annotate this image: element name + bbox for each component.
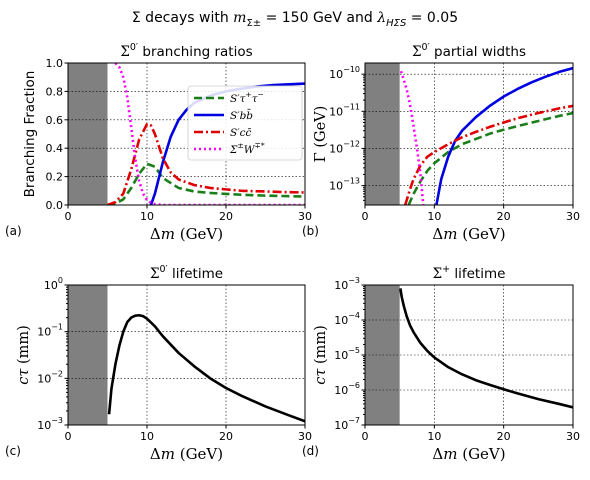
y-tick-label: 10−5 (334, 346, 360, 362)
x-tick-label: 30 (298, 210, 312, 223)
x-axis-label: Δm (GeV) (432, 225, 505, 243)
panel-title: Σ0′ partial widths (412, 42, 526, 60)
series-line-3 (403, 104, 573, 205)
y-tick-label: 100 (44, 276, 63, 292)
x-axis-label: Δm (GeV) (150, 225, 223, 243)
y-tick-label: 10−7 (334, 416, 360, 432)
x-tick-label: 10 (140, 210, 154, 223)
panel-label: (a) (5, 224, 22, 238)
x-tick-label: 20 (497, 210, 511, 223)
excluded-region (365, 63, 400, 205)
series-group (107, 313, 305, 423)
panel-label: (c) (5, 444, 21, 458)
axes-frame (364, 62, 574, 206)
x-tick-label: 0 (362, 210, 369, 223)
y-tick-label: 0.4 (46, 142, 64, 155)
legend-entry-3: S′cc̄ (230, 127, 252, 139)
y-tick-label: 0.2 (46, 171, 64, 184)
panel-d: 0 10 20 30 10−7 10−6 10−5 10−4 10−3 Σ+ lifetime Δm… (302, 264, 580, 463)
x-tick-label: 20 (219, 430, 233, 443)
figure-title: Σ decays with mΣ± = 150 GeV and λHΣS = 0… (132, 10, 458, 29)
y-axis-label: Branching Fraction (22, 71, 38, 198)
y-axis-label: cτ (mm) (313, 325, 329, 385)
panels: 0 10 20 30 0.0 0.2 0.4 0.6 0.8 1.0 Σ0′ branching r… (5, 42, 580, 463)
y-tick-label: 10−11 (329, 102, 360, 118)
y-tick-label: 10−1 (37, 323, 63, 339)
x-axis-label: Δm (GeV) (150, 445, 223, 463)
y-axis-label: Γ (GeV) (313, 106, 329, 163)
panel-a: 0 10 20 30 0.0 0.2 0.4 0.6 0.8 1.0 Σ0′ branching r… (5, 42, 312, 243)
y-tick-label: 10−3 (37, 416, 63, 432)
legend: S′τ+τ− S′bb̄ S′cc̄ Σ±W∓* (187, 85, 303, 161)
y-tick-label: 10−12 (329, 139, 360, 155)
excluded-region (68, 285, 108, 425)
x-tick-label: 30 (566, 210, 580, 223)
x-tick-label: 0 (65, 210, 72, 223)
y-tick-label: 10−4 (334, 311, 360, 327)
y-tick-label: 10−13 (329, 177, 360, 193)
x-tick-label: 0 (362, 430, 369, 443)
x-tick-label: 30 (566, 430, 580, 443)
legend-box (187, 85, 303, 161)
series-line-4 (399, 70, 425, 205)
x-axis-label: Δm (GeV) (432, 445, 505, 463)
series-group (399, 288, 573, 409)
x-tick-label: 20 (497, 430, 511, 443)
y-tick-label: 10−6 (334, 381, 360, 397)
y-tick-label: 10−10 (329, 65, 360, 81)
series-line-1 (107, 313, 305, 423)
axes-frame (67, 62, 306, 206)
panel-b: 0 10 20 30 10−13 10−12 10−11 10−10 Σ0′ partial w… (302, 42, 580, 243)
legend-entry-1: S′τ+τ− (230, 90, 264, 105)
axes-frame (67, 284, 306, 426)
series-line-1 (399, 288, 573, 409)
y-axis-label: cτ (mm) (16, 325, 32, 385)
excluded-region (68, 63, 108, 205)
y-tick-label: 0.6 (46, 114, 64, 127)
x-tick-label: 10 (427, 210, 441, 223)
series-group (399, 66, 573, 205)
y-tick-label: 0.8 (46, 85, 64, 98)
panel-c: 0 10 20 30 10−3 10−2 10−1 100 Σ0′ lifetime Δm (Ge… (5, 264, 312, 463)
y-tick-label: 1.0 (46, 57, 64, 70)
panel-title: Σ0′ branching ratios (120, 42, 252, 60)
panel-label: (d) (302, 444, 319, 458)
series-line-2 (435, 66, 573, 205)
panel-label: (b) (302, 224, 319, 238)
x-tick-label: 10 (140, 430, 154, 443)
y-tick-label: 10−3 (334, 276, 360, 292)
panel-title: Σ+ lifetime (433, 264, 506, 282)
x-tick-label: 0 (65, 430, 72, 443)
legend-entry-2: S′bb̄ (230, 109, 253, 122)
panel-title: Σ0′ lifetime (150, 264, 223, 282)
x-tick-label: 30 (298, 430, 312, 443)
legend-entry-4: Σ±W∓* (229, 141, 265, 156)
y-tick-label: 0.0 (46, 199, 64, 212)
series-line-1 (107, 162, 305, 205)
x-tick-label: 10 (427, 430, 441, 443)
x-tick-label: 20 (219, 210, 233, 223)
figure-title-text: Σ decays with mΣ± = 150 GeV and λHΣS = 0… (132, 10, 458, 29)
series-line-3 (107, 122, 305, 205)
y-tick-label: 10−2 (37, 369, 63, 385)
